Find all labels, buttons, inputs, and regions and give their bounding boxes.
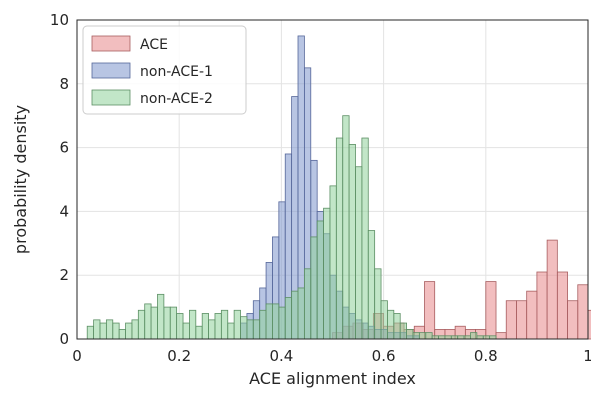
bar [118, 329, 126, 340]
y-tick-label: 4 [59, 202, 69, 220]
bar [176, 313, 184, 340]
grid-lines [76, 19, 589, 340]
bar [393, 313, 401, 340]
bar [412, 332, 420, 340]
x-axis-ticks: 0 0.2 0.4 0.6 0.8 1 [72, 347, 591, 365]
bar [259, 309, 267, 340]
bar [227, 322, 235, 340]
bar [272, 303, 280, 340]
bar [367, 230, 376, 340]
bar [536, 271, 548, 340]
bar [291, 290, 299, 340]
bar [86, 325, 95, 340]
x-tick-label: 0 [72, 347, 82, 365]
bar [380, 300, 388, 340]
x-tick-label: 0.4 [269, 347, 293, 365]
bar [125, 322, 133, 340]
bar [144, 303, 152, 340]
bar [399, 322, 407, 340]
y-tick-label: 2 [59, 266, 69, 284]
bar [316, 220, 324, 340]
bar [355, 166, 363, 340]
legend-label-ace: ACE [140, 37, 168, 53]
bar [99, 322, 107, 340]
x-tick-label: 0.6 [372, 347, 396, 365]
x-tick-label: 0.8 [474, 347, 498, 365]
bar [342, 115, 350, 340]
bar [182, 322, 190, 340]
bar [208, 319, 216, 340]
y-tick-label: 6 [59, 139, 69, 157]
x-tick-label: 0.2 [167, 347, 191, 365]
bar [195, 325, 203, 340]
bar [567, 300, 579, 340]
series-3-bars [86, 115, 497, 340]
x-axis-label: ACE alignment index [249, 369, 416, 388]
bar [265, 303, 273, 340]
bar [335, 137, 344, 340]
bar [246, 319, 254, 340]
y-tick-label: 0 [59, 330, 69, 348]
bar [361, 137, 369, 340]
plot-frame [76, 19, 589, 340]
bar [516, 300, 528, 340]
bar [470, 332, 478, 340]
bar [131, 319, 139, 340]
legend: ACE non-ACE-1 non-ACE-2 [82, 25, 247, 115]
bar [233, 309, 241, 340]
x-tick-label: 1 [583, 347, 591, 365]
bar [150, 306, 158, 340]
bar [297, 287, 305, 340]
bar [374, 268, 382, 340]
bar [406, 329, 414, 340]
bar [189, 309, 197, 340]
bar [157, 293, 165, 340]
bar [201, 313, 209, 340]
y-axis-ticks: 0 2 4 6 8 10 [50, 11, 69, 348]
y-axis-label: probability density [11, 105, 30, 254]
y-tick-label: 10 [50, 11, 69, 29]
bar [348, 144, 356, 340]
bar [485, 281, 497, 340]
bar [323, 207, 331, 340]
bar [310, 236, 318, 340]
bar [526, 290, 538, 340]
bar [424, 281, 436, 340]
bar [418, 332, 427, 340]
bar [93, 319, 101, 340]
bar [278, 306, 286, 340]
histogram-bars [86, 35, 591, 340]
bar [425, 332, 433, 340]
bar [303, 268, 312, 340]
bar [252, 319, 261, 340]
bar [577, 284, 589, 340]
bar [169, 306, 178, 340]
bar [220, 309, 229, 340]
bar [329, 185, 337, 340]
bar [137, 309, 146, 340]
bar [214, 313, 222, 340]
bar [163, 306, 171, 340]
legend-label-non-ace-2: non-ACE-2 [140, 91, 213, 107]
bar [505, 300, 517, 340]
bar [387, 309, 395, 340]
legend-label-non-ace-1: non-ACE-1 [140, 64, 213, 80]
bar [284, 297, 293, 340]
bar [556, 271, 568, 340]
legend-swatch-non-ace-1 [91, 62, 131, 79]
y-tick-label: 8 [59, 75, 69, 93]
bar [240, 316, 248, 340]
legend-swatch-ace [91, 35, 131, 52]
bar [546, 239, 558, 340]
bar [112, 322, 120, 340]
legend-swatch-non-ace-2 [91, 89, 131, 106]
bar [105, 319, 114, 340]
bar [495, 332, 507, 340]
